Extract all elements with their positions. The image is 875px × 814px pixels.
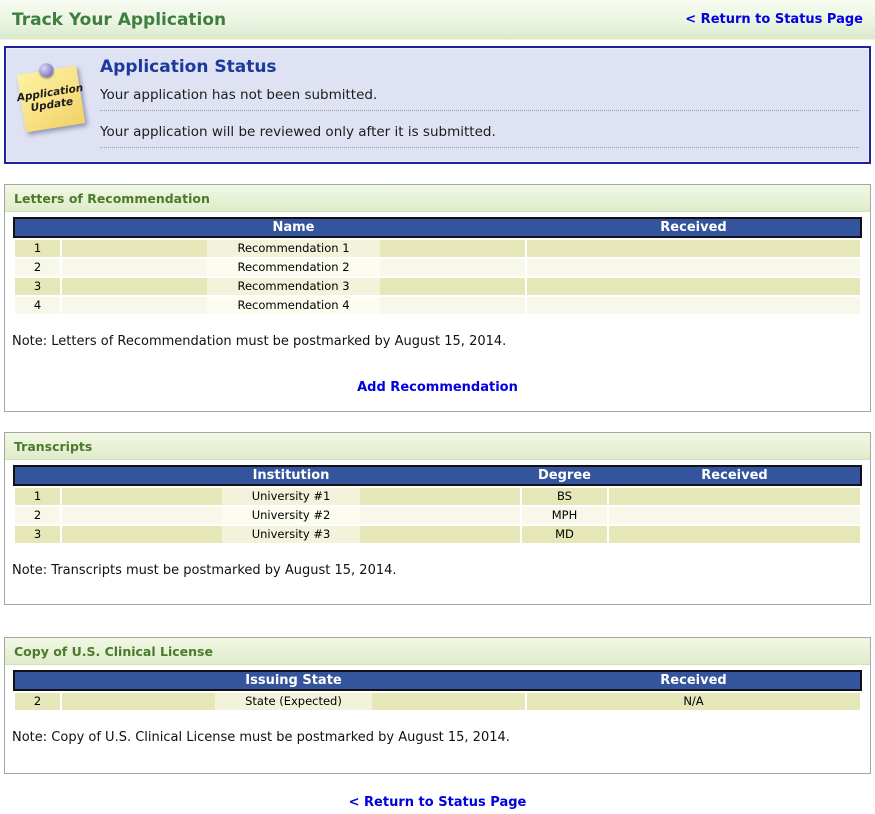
received-cell bbox=[527, 259, 860, 276]
note-icon-area: Application Update bbox=[16, 56, 100, 150]
issuing-state-cell: State (Expected) bbox=[62, 693, 525, 710]
degree-cell: MD bbox=[522, 526, 607, 543]
status-message: Your application has not been submitted. bbox=[100, 87, 859, 111]
row-number: 4 bbox=[15, 297, 60, 314]
letters-table: Name Received 1 Recommendation 1 2 Recom… bbox=[13, 217, 862, 314]
name-value: Recommendation 4 bbox=[207, 297, 380, 314]
transcripts-note: Note: Transcripts must be postmarked by … bbox=[12, 563, 397, 578]
column-header-degree: Degree bbox=[538, 468, 591, 483]
license-note: Note: Copy of U.S. Clinical License must… bbox=[12, 730, 510, 745]
return-to-status-link-top[interactable]: < Return to Status Page bbox=[685, 12, 863, 27]
status-content: Application Status Your application has … bbox=[100, 56, 859, 150]
clinical-license-section: Copy of U.S. Clinical License Issuing St… bbox=[4, 637, 871, 774]
transcripts-table: Institution Degree Received 1 University… bbox=[13, 465, 862, 543]
name-cell: Recommendation 1 bbox=[62, 240, 525, 257]
letters-table-header: Name Received bbox=[13, 217, 862, 238]
name-value: Recommendation 2 bbox=[207, 259, 380, 276]
row-number: 3 bbox=[15, 526, 60, 543]
row-number: 3 bbox=[15, 278, 60, 295]
column-header-name: Name bbox=[272, 220, 315, 235]
institution-cell: University #2 bbox=[62, 507, 520, 524]
column-header-received: Received bbox=[660, 220, 727, 235]
table-row: 2 Recommendation 2 bbox=[15, 259, 860, 276]
letters-section-header: Letters of Recommendation bbox=[5, 185, 870, 212]
row-number: 1 bbox=[15, 488, 60, 505]
return-to-status-link-bottom[interactable]: < Return to Status Page bbox=[348, 795, 527, 810]
table-row: 4 Recommendation 4 bbox=[15, 297, 860, 314]
institution-cell: University #3 bbox=[62, 526, 520, 543]
column-header-issuing-state: Issuing State bbox=[245, 673, 342, 688]
column-header-number bbox=[15, 672, 60, 689]
application-status-panel: Application Update Application Status Yo… bbox=[4, 46, 871, 164]
received-cell bbox=[609, 507, 860, 524]
institution-cell: University #1 bbox=[62, 488, 520, 505]
column-header-number bbox=[15, 219, 60, 236]
transcripts-section-header: Transcripts bbox=[5, 433, 870, 460]
row-number: 1 bbox=[15, 240, 60, 257]
table-row: 1 Recommendation 1 bbox=[15, 240, 860, 257]
institution-value: University #2 bbox=[221, 507, 361, 524]
letters-note: Note: Letters of Recommendation must be … bbox=[12, 334, 507, 349]
received-cell bbox=[527, 240, 860, 257]
bottom-link-area: < Return to Status Page bbox=[0, 791, 875, 810]
received-cell: N/A bbox=[527, 693, 860, 710]
row-number: 2 bbox=[15, 507, 60, 524]
column-header-received: Received bbox=[701, 468, 768, 483]
page-title: Track Your Application bbox=[12, 9, 227, 30]
status-heading: Application Status bbox=[100, 57, 277, 77]
column-header-received: Received bbox=[660, 673, 727, 688]
application-update-sticky-note-icon: Application Update bbox=[16, 62, 86, 133]
issuing-state-value: State (Expected) bbox=[215, 693, 372, 710]
table-row: 3 Recommendation 3 bbox=[15, 278, 860, 295]
institution-value: University #1 bbox=[221, 488, 361, 505]
transcripts-section: Transcripts Institution Degree Received … bbox=[4, 432, 871, 605]
table-row: 1 University #1 BS bbox=[15, 488, 860, 505]
received-cell bbox=[609, 488, 860, 505]
name-value: Recommendation 3 bbox=[207, 278, 380, 295]
license-table: Issuing State Received 2 State (Expected… bbox=[13, 670, 862, 710]
row-number: 2 bbox=[15, 259, 60, 276]
page-header: Track Your Application < Return to Statu… bbox=[0, 0, 875, 40]
degree-cell: BS bbox=[522, 488, 607, 505]
received-cell bbox=[527, 278, 860, 295]
table-row: 2 State (Expected) N/A bbox=[15, 693, 860, 710]
transcripts-table-header: Institution Degree Received bbox=[13, 465, 862, 486]
institution-value: University #3 bbox=[221, 526, 361, 543]
letters-action: Add Recommendation bbox=[5, 376, 870, 395]
degree-cell: MPH bbox=[522, 507, 607, 524]
table-row: 2 University #2 MPH bbox=[15, 507, 860, 524]
column-header-number bbox=[15, 467, 60, 484]
received-cell bbox=[527, 297, 860, 314]
name-cell: Recommendation 3 bbox=[62, 278, 525, 295]
table-row: 3 University #3 MD bbox=[15, 526, 860, 543]
add-recommendation-link[interactable]: Add Recommendation bbox=[357, 380, 518, 395]
received-cell bbox=[609, 526, 860, 543]
license-section-header: Copy of U.S. Clinical License bbox=[5, 638, 870, 665]
row-number: 2 bbox=[15, 693, 60, 710]
name-value: Recommendation 1 bbox=[207, 240, 380, 257]
letters-of-recommendation-section: Letters of Recommendation Name Received … bbox=[4, 184, 871, 412]
name-cell: Recommendation 2 bbox=[62, 259, 525, 276]
license-table-header: Issuing State Received bbox=[13, 670, 862, 691]
status-message: Your application will be reviewed only a… bbox=[100, 124, 859, 148]
pushpin-icon bbox=[38, 62, 55, 79]
name-cell: Recommendation 4 bbox=[62, 297, 525, 314]
column-header-institution: Institution bbox=[252, 468, 330, 483]
